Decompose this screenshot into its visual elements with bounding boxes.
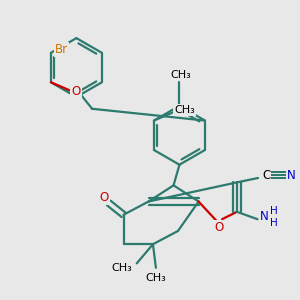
Text: C: C (262, 169, 270, 182)
Text: N: N (287, 169, 296, 182)
Text: CH₃: CH₃ (170, 70, 191, 80)
Text: O: O (214, 221, 224, 234)
Text: O: O (71, 85, 80, 98)
Text: CH₃: CH₃ (112, 263, 132, 273)
Text: N: N (260, 210, 268, 223)
Text: H: H (270, 218, 278, 228)
Text: H: H (270, 206, 278, 216)
Text: Br: Br (55, 44, 68, 56)
Text: CH₃: CH₃ (175, 105, 195, 115)
Text: CH₃: CH₃ (146, 273, 166, 283)
Text: O: O (100, 191, 109, 204)
